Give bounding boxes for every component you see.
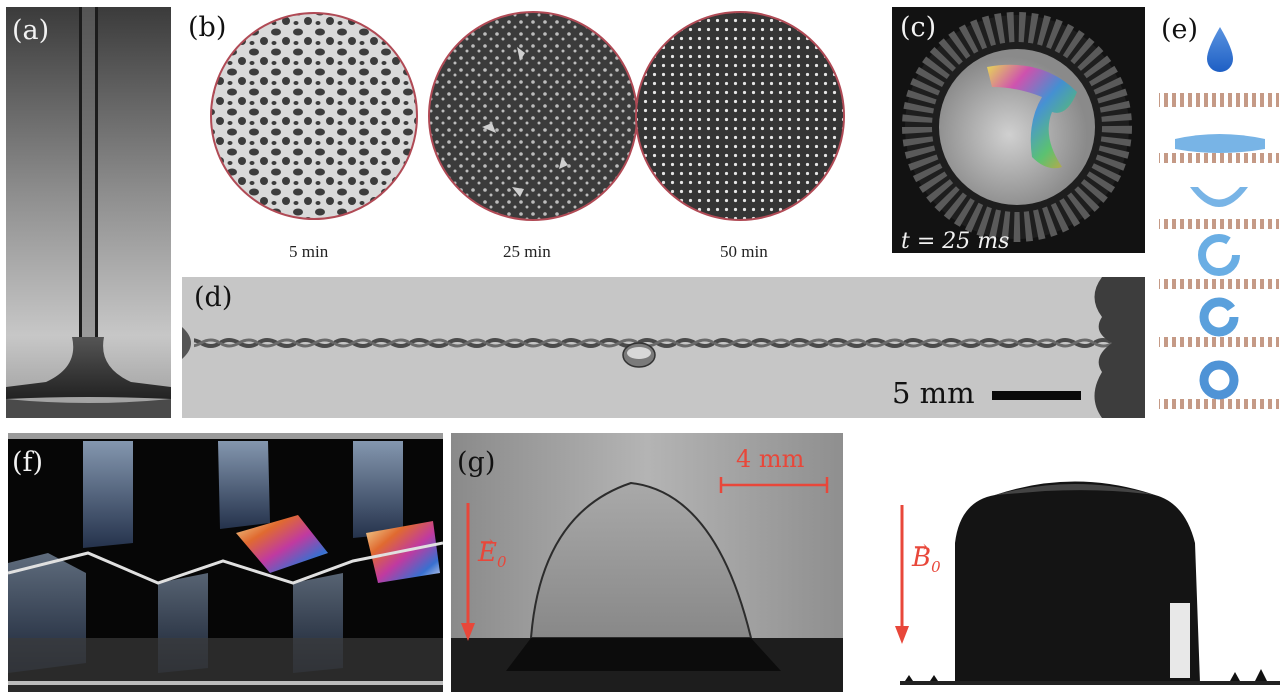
scale-bar-icon [992,391,1081,400]
electric-field-subscript: 0 [496,553,507,572]
panel-e-label: (e) [1161,14,1199,45]
time-label-5min: 5 min [289,242,329,261]
panel-a-fiber-photo: (a) [6,7,171,418]
panel-c-label: (c) [900,12,937,43]
magnetic-drop-image [895,481,1280,685]
panel-g-electric-drop: (g) 4 mm → E0 [451,433,843,692]
panel-c-soap-film: (c) t = 25 ms [892,7,1145,253]
panel-f-label: (f) [12,447,44,478]
panel-b-dishes: (b) 5 min 25 min 50 min [182,7,882,267]
time-label-25min: 25 min [503,242,551,261]
panel-a-label: (a) [12,15,50,46]
fiber-twist-image [182,277,1145,418]
magnetic-field-symbol: B [912,543,932,573]
panel-g-label: (g) [457,447,496,478]
scale-bar-label-5mm: 5 mm [892,376,975,410]
scale-bar-label-4mm: 4 mm [736,445,805,473]
panel-b-label: (b) [188,12,227,43]
soap-film-image [902,12,1132,242]
time-caption: t = 25 ms [901,229,1010,253]
electric-field-symbol: E [478,538,497,568]
panel-e-wrapping: (e) [1155,7,1282,418]
wrapping-sequence-image [1159,27,1279,409]
panel-f-foam: (f) [8,433,443,692]
field-arrow-over-e: → [480,532,494,551]
field-arrow-icon [461,503,475,641]
foam-image [8,433,443,692]
fiber-image [6,7,171,418]
panel-d-fiber: (d) 5 mm [182,277,1145,418]
field-arrow-over-b: → [914,537,928,556]
panel-h-magnetic-drop: → B0 [885,433,1285,692]
dishes-image [210,11,845,221]
field-arrow-icon [895,505,909,644]
time-label-50min: 50 min [720,242,768,261]
electric-drop-image [451,433,843,692]
water-drop-icon [1207,27,1233,72]
electric-field-label: → E0 [478,532,507,572]
panel-d-label: (d) [194,282,233,313]
magnetic-field-subscript: 0 [931,558,941,577]
magnetic-field-label: → B0 [912,537,941,577]
